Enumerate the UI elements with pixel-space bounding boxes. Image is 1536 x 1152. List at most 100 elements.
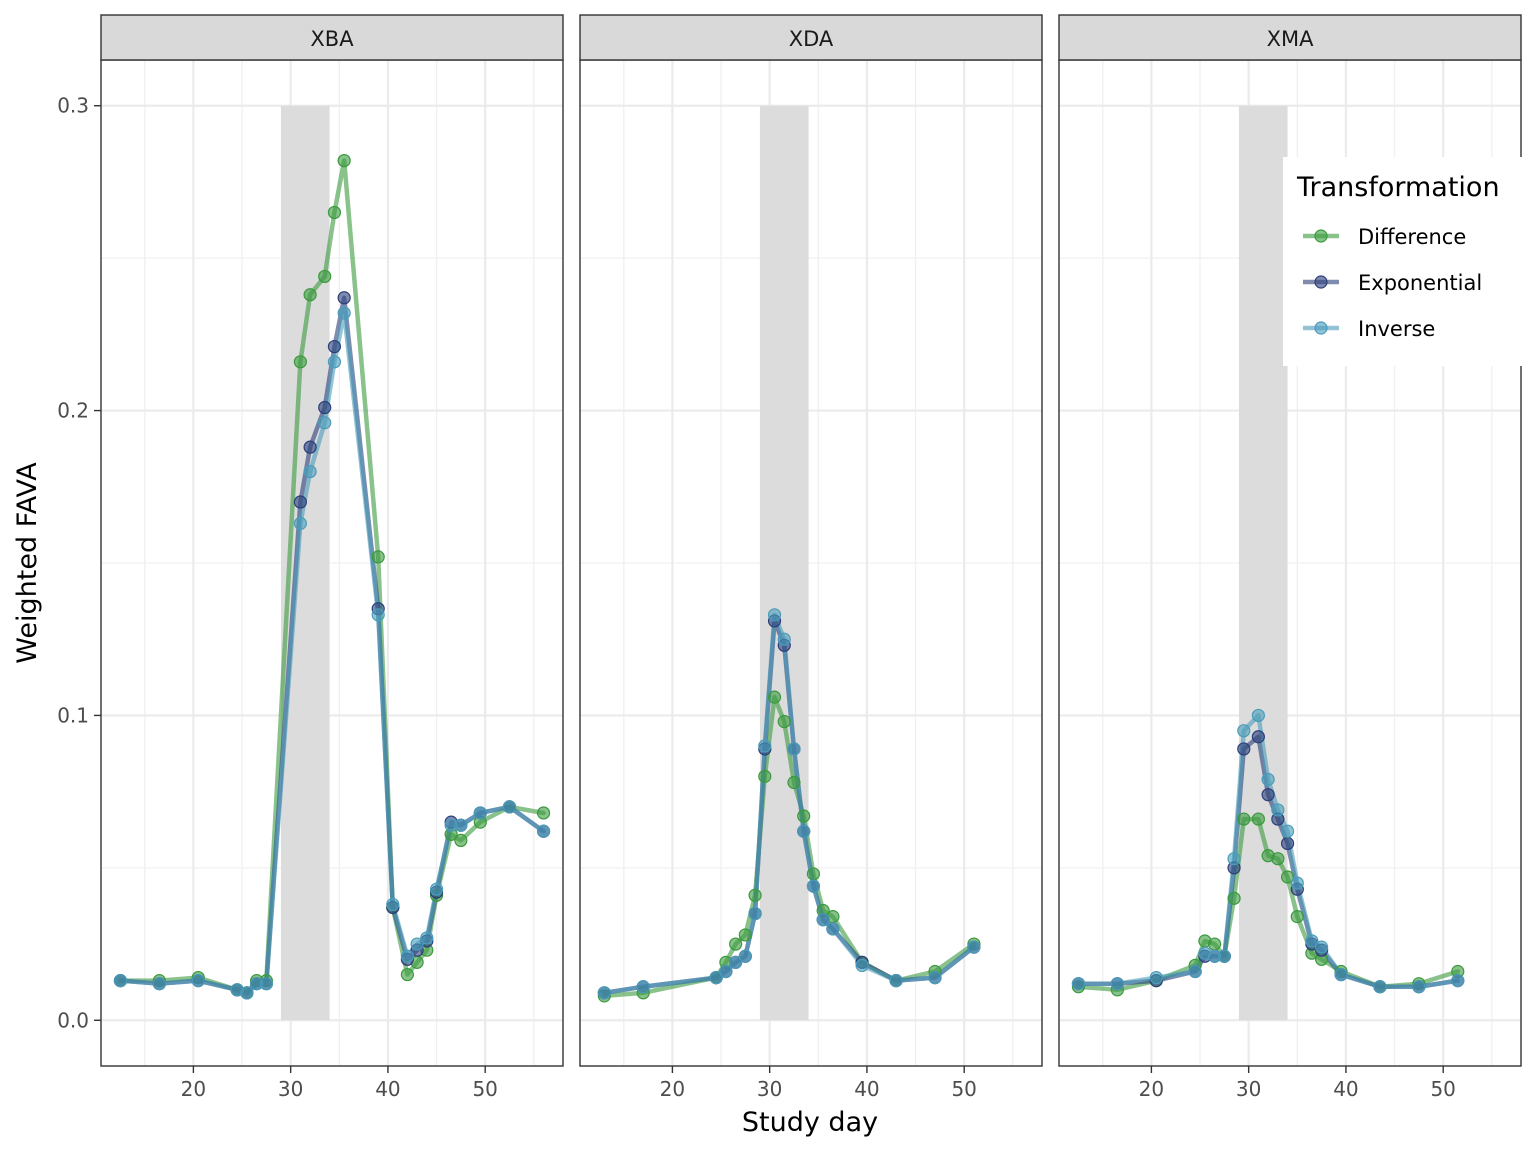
data-point-inverse: [400, 949, 414, 963]
data-point-inverse: [327, 355, 342, 369]
data-point-inverse: [536, 824, 551, 838]
legend-key-point-difference: [1314, 229, 1328, 243]
data-point-inverse: [806, 879, 821, 893]
data-point-inverse: [1251, 708, 1265, 723]
data-point-inverse: [410, 937, 424, 951]
x-tick-label: 40: [854, 1077, 879, 1101]
data-point-inverse: [748, 906, 762, 921]
x-axis-title: Study day: [742, 1107, 878, 1138]
data-point-inverse: [371, 608, 385, 622]
data-point-exponential: [293, 495, 307, 509]
x-tick-label: 30: [278, 1077, 303, 1101]
data-point-difference: [1227, 891, 1241, 905]
data-point-exponential: [337, 291, 351, 305]
data-point-inverse: [1412, 980, 1426, 994]
data-point-inverse: [303, 464, 317, 479]
legend-label-difference: Difference: [1358, 225, 1466, 249]
data-point-exponential: [318, 400, 332, 415]
x-tick-label: 20: [181, 1077, 206, 1101]
data-point-inverse: [777, 632, 791, 646]
y-axis-title: Weighted FAVA: [12, 462, 43, 664]
data-point-inverse: [420, 931, 434, 945]
data-point-inverse: [318, 416, 332, 430]
data-point-difference: [806, 867, 821, 881]
data-point-difference: [327, 205, 342, 220]
data-point-inverse: [709, 970, 723, 985]
panel-xba: XBA 20 30 40 50: [100, 14, 564, 1101]
highlight-band: [759, 105, 809, 1021]
data-point-difference: [777, 714, 791, 729]
data-point-inverse: [1271, 803, 1285, 817]
data-point-inverse: [240, 986, 254, 1000]
legend-label-exponential: Exponential: [1358, 271, 1482, 295]
data-point-difference: [536, 806, 551, 820]
data-point-difference: [293, 355, 307, 369]
data-point-difference: [303, 288, 317, 302]
y-tick-label: 0.3: [57, 94, 89, 118]
data-point-inverse: [1071, 977, 1086, 991]
data-point-inverse: [1334, 967, 1348, 982]
legend-label-inverse: Inverse: [1358, 317, 1435, 341]
x-tick-label: 40: [375, 1077, 400, 1101]
data-point-difference: [738, 928, 752, 942]
data-point-difference: [1290, 910, 1304, 924]
facet-strip: [100, 14, 564, 61]
x-tick-label: 50: [951, 1077, 976, 1101]
data-point-inverse: [1451, 974, 1465, 988]
data-point-inverse: [816, 913, 830, 927]
y-tick-label: 0.0: [57, 1008, 89, 1032]
data-point-inverse: [767, 608, 782, 622]
data-point-difference: [729, 937, 743, 951]
facet-strip: [579, 14, 1043, 61]
x-tick-label: 20: [660, 1077, 685, 1101]
data-point-difference: [1208, 937, 1222, 951]
data-point-inverse: [826, 922, 840, 936]
data-point-inverse: [1315, 940, 1329, 954]
data-point-difference: [371, 550, 385, 564]
data-point-difference: [748, 888, 762, 902]
data-point-difference: [1280, 870, 1295, 884]
data-point-inverse: [1149, 970, 1163, 985]
x-tick-label: 30: [1236, 1077, 1261, 1101]
data-point-inverse: [889, 974, 903, 988]
data-point-inverse: [429, 882, 444, 896]
x-tick-label: 30: [757, 1077, 782, 1101]
facet-label: XBA: [310, 27, 354, 51]
data-point-inverse: [152, 977, 166, 991]
data-point-inverse: [1237, 724, 1251, 738]
data-point-inverse: [758, 739, 772, 753]
highlight-band: [1238, 105, 1288, 1021]
data-point-exponential: [1237, 742, 1251, 756]
data-point-inverse: [1217, 949, 1231, 963]
data-point-inverse: [597, 986, 611, 1000]
panel-xda: XDA 20 30 40 50: [579, 14, 1043, 1101]
data-point-inverse: [967, 940, 981, 954]
data-point-inverse: [855, 958, 869, 973]
data-point-inverse: [1280, 824, 1295, 838]
data-point-difference: [454, 833, 468, 848]
data-point-difference: [787, 775, 801, 790]
legend-key-point-exponential: [1314, 275, 1328, 289]
data-point-difference: [1237, 812, 1251, 826]
data-point-inverse: [1373, 980, 1387, 994]
facet-label: XMA: [1267, 27, 1315, 51]
data-point-inverse: [293, 516, 307, 530]
x-tick-label: 50: [1430, 1077, 1455, 1101]
x-tick-label: 50: [472, 1077, 497, 1101]
legend: Transformation Difference Exponential Inver…: [1283, 157, 1536, 366]
data-point-difference: [1251, 812, 1265, 826]
data-point-inverse: [636, 980, 650, 994]
data-point-inverse: [797, 824, 811, 838]
y-tick-label: 0.2: [57, 399, 89, 423]
facet-strip: [1058, 14, 1522, 61]
legend-title: Transformation: [1296, 172, 1500, 203]
data-point-inverse: [1188, 964, 1202, 979]
data-point-difference: [758, 769, 772, 783]
facet-label: XDA: [789, 27, 834, 51]
data-point-inverse: [259, 977, 273, 991]
data-point-difference: [318, 269, 332, 284]
data-point-inverse: [1110, 977, 1124, 991]
data-point-inverse: [1290, 876, 1304, 890]
data-point-exponential: [1261, 788, 1275, 802]
